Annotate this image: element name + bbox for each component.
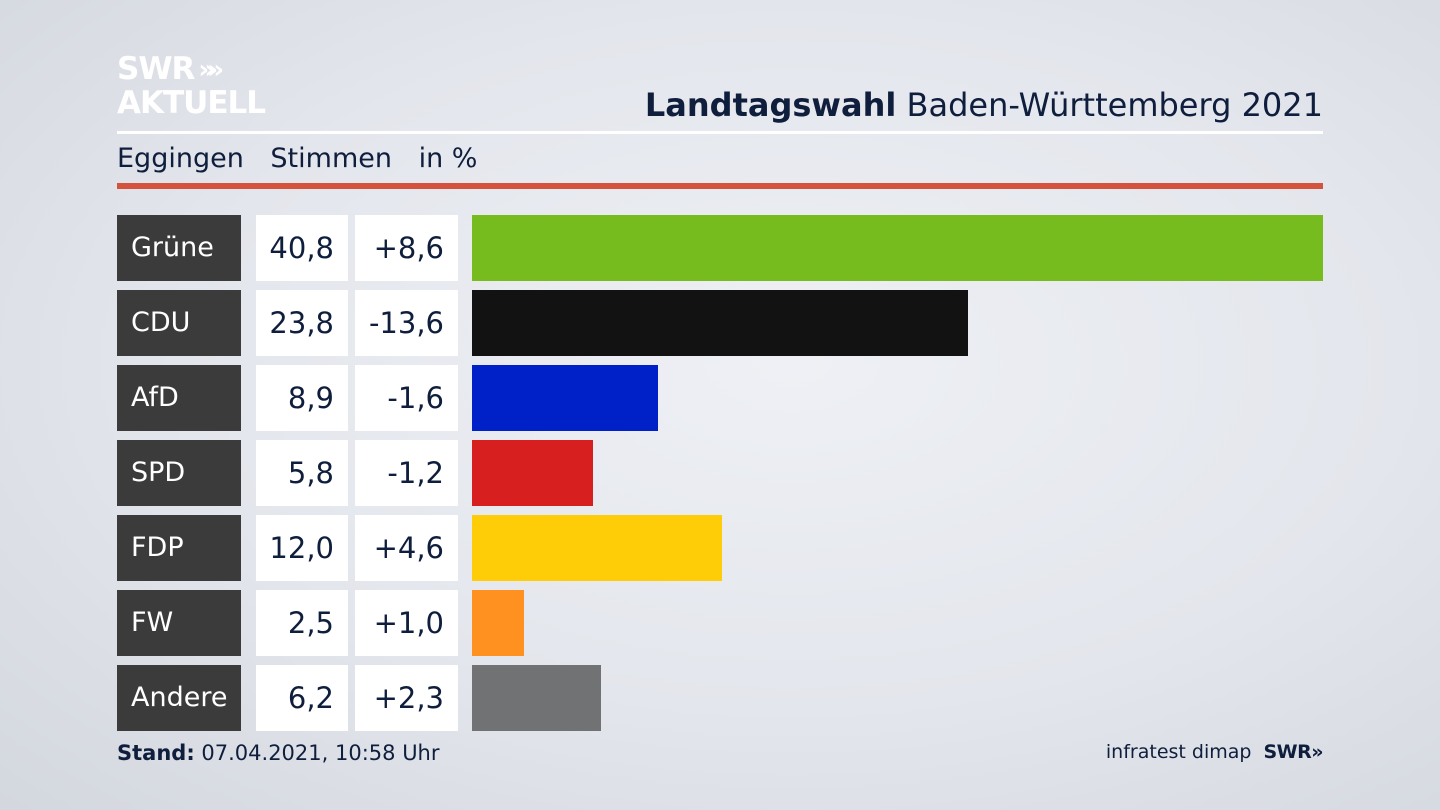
- bar: [472, 365, 658, 431]
- chart-row: SPD 5,8 -1,2: [117, 440, 1323, 506]
- votes-label: Stimmen: [270, 143, 392, 174]
- change-label: -13,6: [355, 290, 458, 356]
- chart-row: Andere 6,2 +2,3: [117, 665, 1323, 731]
- change-label: +1,0: [355, 590, 458, 656]
- party-label: Grüne: [117, 215, 241, 281]
- swr-aktuell-logo: SWR »» AKTUELL: [117, 51, 266, 121]
- chart-row: FW 2,5 +1,0: [117, 590, 1323, 656]
- vote-share-label: 6,2: [256, 665, 348, 731]
- logo-text-swr: SWR: [117, 51, 195, 87]
- bar: [472, 215, 1323, 281]
- title-rest: Baden-Württemberg 2021: [906, 86, 1324, 124]
- change-label: -1,2: [355, 440, 458, 506]
- change-label: +2,3: [355, 665, 458, 731]
- page-title: Landtagswahl Baden-Württemberg 2021: [645, 86, 1323, 124]
- party-label: Andere: [117, 665, 241, 731]
- vote-share-label: 40,8: [256, 215, 348, 281]
- stand-label: Stand:: [117, 741, 195, 765]
- swr-brand-icon: SWR»: [1263, 741, 1323, 763]
- chart-row: AfD 8,9 -1,6: [117, 365, 1323, 431]
- chart-row: Grüne 40,8 +8,6: [117, 215, 1323, 281]
- party-label: CDU: [117, 290, 241, 356]
- bar: [472, 590, 524, 656]
- logo-arrows-icon: »»: [198, 54, 223, 85]
- party-label: FDP: [117, 515, 241, 581]
- bar: [472, 515, 722, 581]
- party-label: SPD: [117, 440, 241, 506]
- vote-share-label: 5,8: [256, 440, 348, 506]
- percent-label: in %: [418, 143, 478, 174]
- chart-row: CDU 23,8 -13,6: [117, 290, 1323, 356]
- bar: [472, 665, 601, 731]
- party-label: FW: [117, 590, 241, 656]
- top-divider: [117, 131, 1323, 134]
- party-label: AfD: [117, 365, 241, 431]
- change-label: +4,6: [355, 515, 458, 581]
- logo-text-aktuell: AKTUELL: [117, 85, 266, 121]
- bar: [472, 440, 593, 506]
- source-credit: infratest dimap SWR»: [1105, 741, 1324, 763]
- bar: [472, 290, 968, 356]
- source-label: infratest dimap: [1105, 741, 1252, 763]
- vote-share-label: 12,0: [256, 515, 348, 581]
- vote-share-label: 8,9: [256, 365, 348, 431]
- change-label: -1,6: [355, 365, 458, 431]
- timestamp: Stand: 07.04.2021, 10:58 Uhr: [117, 741, 440, 765]
- title-bold: Landtagswahl: [644, 86, 897, 124]
- stand-value: 07.04.2021, 10:58 Uhr: [201, 741, 440, 765]
- vote-share-label: 2,5: [256, 590, 348, 656]
- accent-divider: [117, 183, 1323, 189]
- change-label: +8,6: [355, 215, 458, 281]
- chart-row: FDP 12,0 +4,6: [117, 515, 1323, 581]
- place-label: Eggingen: [117, 143, 244, 174]
- vote-share-label: 23,8: [256, 290, 348, 356]
- subheader: Eggingen Stimmen in %: [117, 143, 495, 174]
